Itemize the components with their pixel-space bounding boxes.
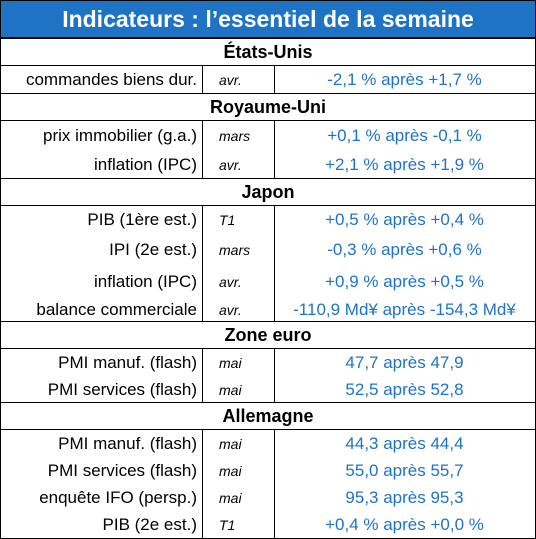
indicator-value: +2,1 % après +1,9 % — [325, 154, 484, 174]
indicator-period: mai — [219, 435, 242, 452]
table-row: IPI (2e est.) mars -0,3 % après +0,6 % — [1, 233, 535, 266]
indicator-label: PIB (2e est.) — [102, 514, 197, 534]
section-etats-unis: États-Unis commandes biens dur. avr. -2,… — [1, 38, 535, 93]
indicator-label: IPI (2e est.) — [109, 239, 197, 259]
indicator-label: PIB (1ère est.) — [87, 209, 197, 229]
indicator-period: mars — [219, 241, 251, 258]
section-allemagne: Allemagne PMI manuf. (flash) mai 44,3 ap… — [1, 402, 535, 538]
section-japon: Japon PIB (1ère est.) T1 +0,5 % après +0… — [1, 178, 535, 322]
section-header: Allemagne — [1, 403, 535, 430]
table-row: PMI services (flash) mai 55,0 après 55,7 — [1, 457, 535, 484]
indicator-value: -2,1 % après +1,7 % — [327, 69, 482, 89]
indicator-value: +0,9 % après +0,5 % — [325, 271, 484, 291]
indicator-period: T1 — [219, 211, 236, 228]
indicator-label: inflation (IPC) — [94, 271, 197, 291]
indicator-period: mai — [219, 381, 242, 398]
table-row: PIB (1ère est.) T1 +0,5 % après +0,4 % — [1, 206, 535, 233]
section-zone-euro: Zone euro PMI manuf. (flash) mai 47,7 ap… — [1, 321, 535, 403]
table-row: inflation (IPC) avr. +0,9 % après +0,5 % — [1, 266, 535, 297]
section-header: Zone euro — [1, 322, 535, 349]
indicator-value: +0,1 % après -0,1 % — [327, 125, 482, 145]
indicator-value: 47,7 après 47,9 — [345, 352, 464, 372]
indicator-value: -0,3 % après +0,6 % — [327, 239, 482, 259]
section-royaume-uni: Royaume-Uni prix immobilier (g.a.) mars … — [1, 93, 535, 179]
indicator-value: 95,3 après 95,3 — [345, 487, 464, 507]
indicator-value: +0,4 % après +0,0 % — [325, 514, 484, 534]
indicator-period: avr. — [219, 156, 242, 173]
indicator-label: PMI services (flash) — [47, 460, 197, 480]
section-header: Royaume-Uni — [1, 94, 535, 121]
indicator-value: 55,0 après 55,7 — [345, 460, 464, 480]
table-row: PMI manuf. (flash) mai 47,7 après 47,9 — [1, 349, 535, 376]
table-title: Indicateurs : l’essentiel de la semaine — [1, 1, 535, 38]
indicator-label: balance commerciale — [36, 299, 197, 319]
indicator-period: mars — [219, 127, 251, 144]
table-row: balance commerciale avr. -110,9 Md¥ aprè… — [1, 297, 535, 322]
indicator-value: -110,9 Md¥ après -154,3 Md¥ — [293, 299, 516, 319]
indicator-label: PMI manuf. (flash) — [58, 433, 197, 453]
indicator-label: commandes biens dur. — [25, 69, 197, 89]
indicator-label: prix immobilier (g.a.) — [43, 125, 197, 145]
indicator-label: inflation (IPC) — [94, 154, 197, 174]
indicator-period: avr. — [219, 301, 242, 318]
indicator-value: 52,5 après 52,8 — [345, 379, 464, 399]
section-header: États-Unis — [1, 39, 535, 66]
indicator-period: avr. — [219, 71, 242, 88]
indicator-period: mai — [219, 462, 242, 479]
indicator-value: +0,5 % après +0,4 % — [325, 209, 484, 229]
indicator-label: enquête IFO (persp.) — [39, 487, 197, 507]
table-row: PIB (2e est.) T1 +0,4 % après +0,0 % — [1, 511, 535, 538]
table-row: prix immobilier (g.a.) mars +0,1 % après… — [1, 121, 535, 150]
table-row: PMI services (flash) mai 52,5 après 52,8 — [1, 376, 535, 403]
indicator-period: mai — [219, 354, 242, 371]
indicator-label: PMI services (flash) — [47, 379, 197, 399]
indicator-period: avr. — [219, 273, 242, 290]
indicator-value: 44,3 après 44,4 — [345, 433, 464, 453]
indicator-period: T1 — [219, 516, 236, 533]
indicator-period: mai — [219, 489, 242, 506]
table-row: PMI manuf. (flash) mai 44,3 après 44,4 — [1, 430, 535, 457]
indicator-label: PMI manuf. (flash) — [58, 352, 197, 372]
table-row: inflation (IPC) avr. +2,1 % après +1,9 % — [1, 150, 535, 179]
table-row: enquête IFO (persp.) mai 95,3 après 95,3 — [1, 484, 535, 511]
section-header: Japon — [1, 179, 535, 206]
table-row: commandes biens dur. avr. -2,1 % après +… — [1, 66, 535, 93]
